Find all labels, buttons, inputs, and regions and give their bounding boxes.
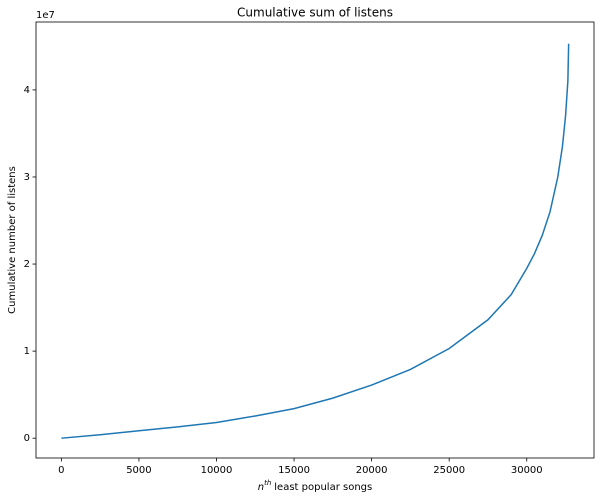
y-axis-label: Cumulative number of listens — [7, 166, 18, 314]
x-axis-label: nth least popular songs — [258, 479, 372, 493]
line-series — [61, 43, 570, 439]
x-axis-label-superscript: th — [264, 479, 271, 487]
x-tick-label: 15000 — [278, 465, 310, 476]
x-tick-label: 20000 — [356, 465, 388, 476]
chart-title: Cumulative sum of listens — [237, 6, 393, 20]
x-axis-label-symbol: n — [258, 482, 264, 493]
y-tick-label: 4 — [24, 85, 30, 96]
x-tick-label: 25000 — [433, 465, 465, 476]
y-tick-label: 1 — [24, 346, 30, 357]
y-tick-label: 3 — [24, 172, 30, 183]
x-axis-label-text: least popular songs — [274, 482, 372, 493]
plot-frame — [35, 21, 595, 459]
x-tick-label: 30000 — [511, 465, 543, 476]
y-tick-label: 2 — [24, 259, 30, 270]
y-tick-label: 0 — [24, 433, 30, 444]
x-tick-label: 5000 — [126, 465, 151, 476]
x-tick-label: 0 — [58, 465, 64, 476]
x-tick-label: 10000 — [201, 465, 233, 476]
y-offset-label: 1e7 — [36, 10, 55, 21]
